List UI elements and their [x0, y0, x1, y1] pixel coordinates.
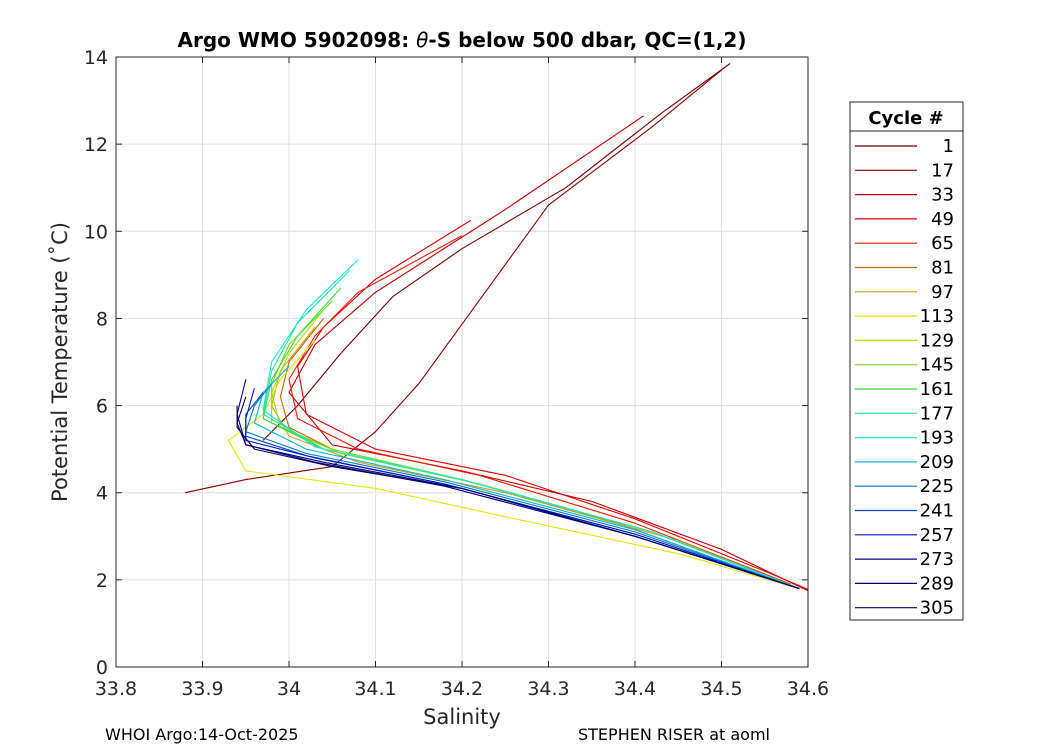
legend-label-cycle-49: 49: [931, 209, 954, 230]
legend-items: 1 17 33 49 65 81 97 113 129 145 161 177 193 209 225 241…: [855, 136, 954, 619]
series-line-cycle-225: [245, 383, 800, 590]
series-line-cycle-33: [288, 115, 809, 592]
legend-box: [849, 101, 964, 621]
series-line-cycle-113: [227, 339, 800, 590]
x-tick-label: 33.8: [95, 678, 137, 700]
ticks: 33.8 33.9 34 34.1 34.2 34.3 34.4 34.5 34.6 0 2 4 6 8 1…: [84, 47, 829, 700]
y-tick-label: 12: [84, 134, 108, 156]
legend-label-cycle-177: 177: [920, 403, 954, 424]
x-tick-label: 34.2: [441, 678, 483, 700]
x-tick-label: 34.4: [614, 678, 656, 700]
series-line-cycle-17: [185, 69, 722, 494]
legend-label-cycle-129: 129: [920, 330, 954, 351]
x-tick-label: 34.1: [354, 678, 396, 700]
legend-title: Cycle #: [868, 108, 943, 129]
y-tick-label: 4: [96, 483, 108, 505]
legend-label-cycle-17: 17: [931, 160, 954, 181]
legend-label-cycle-289: 289: [920, 573, 954, 594]
series-line-cycle-305: [236, 405, 800, 590]
legend: Cycle # 1 17 33 49 65 81 97 113 129 145 161 177 193 2…: [849, 101, 964, 621]
y-axis-label: Potential Temperature (˚C): [48, 222, 72, 502]
legend-label-cycle-97: 97: [931, 282, 954, 303]
x-tick-label: 34: [277, 678, 301, 700]
legend-label-cycle-145: 145: [920, 355, 954, 376]
y-tick-label: 8: [96, 308, 108, 330]
footer-right: STEPHEN RISER at aoml: [578, 725, 770, 744]
legend-label-cycle-33: 33: [931, 185, 954, 206]
legend-label-cycle-241: 241: [920, 501, 954, 522]
series-line-cycle-1: [262, 63, 731, 441]
legend-label-cycle-1: 1: [943, 136, 954, 157]
y-tick-label: 0: [96, 657, 108, 679]
series-line-cycle-193: [262, 259, 800, 590]
x-axis-label: Salinity: [423, 705, 501, 729]
series-line-cycle-49: [297, 219, 809, 590]
x-tick-label: 33.9: [181, 678, 223, 700]
legend-label-cycle-273: 273: [920, 549, 954, 570]
x-tick-label: 34.3: [527, 678, 569, 700]
legend-label-cycle-225: 225: [920, 476, 954, 497]
chart-title: Argo WMO 5902098: θ-S below 500 dbar, QC…: [178, 28, 747, 52]
footer-left: WHOI Argo:14-Oct-2025: [105, 725, 299, 744]
y-tick-label: 2: [96, 570, 108, 592]
y-tick-label: 6: [96, 396, 108, 418]
x-tick-label: 34.5: [700, 678, 742, 700]
y-tick-label: 14: [84, 47, 108, 69]
y-tick-label: 10: [84, 221, 108, 243]
legend-label-cycle-209: 209: [920, 452, 954, 473]
series-line-cycle-65: [288, 235, 791, 585]
legend-label-cycle-81: 81: [931, 258, 954, 279]
legend-label-cycle-305: 305: [920, 598, 954, 619]
legend-label-cycle-161: 161: [920, 379, 954, 400]
series-group: [185, 63, 809, 592]
legend-label-cycle-113: 113: [920, 306, 954, 327]
legend-label-cycle-193: 193: [920, 428, 954, 449]
legend-label-cycle-65: 65: [931, 233, 954, 254]
legend-label-cycle-257: 257: [920, 525, 954, 546]
series-line-cycle-257: [245, 387, 800, 590]
x-tick-label: 34.6: [787, 678, 829, 700]
